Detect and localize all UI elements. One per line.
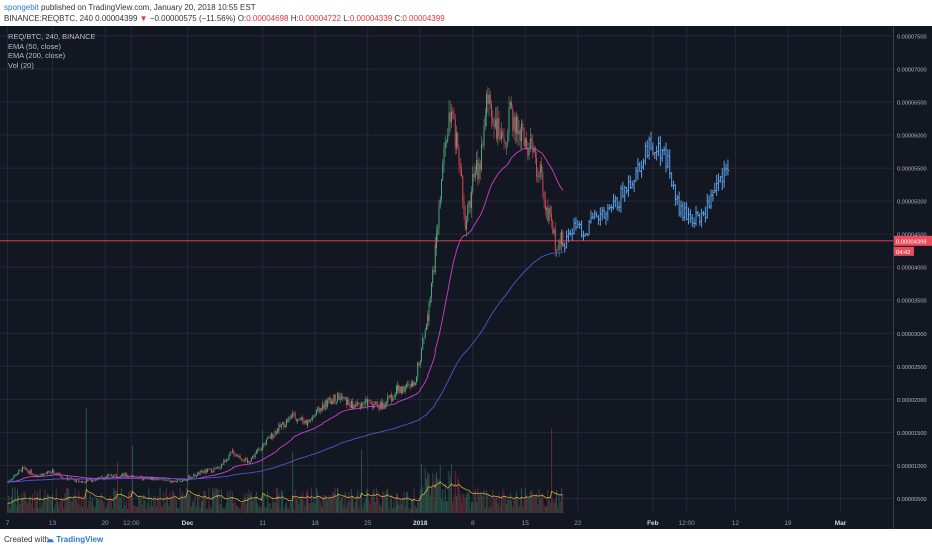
open-label: O: [237,14,247,23]
change-text: −0.00000575 (−11.56%) [149,14,236,23]
symbol-text: BINANCE:REQBTC, 240 [4,14,93,23]
price-axis[interactable] [893,26,932,529]
author-link[interactable]: spongebit [4,3,39,12]
cloud-icon: ☁ [46,535,54,544]
legend-ema50[interactable]: EMA (50, close) [8,41,61,51]
legend-vol[interactable]: Vol (20) [8,60,34,70]
close-value: 0.00004399 [402,14,445,23]
low-label: L: [343,14,350,23]
open-value: 0.00004698 [246,14,289,23]
publish-line: spongebit published on TradingView.com, … [4,3,256,12]
created-with-text: Created with [4,535,49,544]
close-label: C: [394,14,403,23]
published-text: published on TradingView.com, January 20… [40,3,256,12]
legend-symbol[interactable]: REQ/BTC, 240, BINANCE [8,32,96,41]
tradingview-logo[interactable]: ☁ TradingView [46,535,103,544]
indicator-legend: REQ/BTC, 240, BINANCE EMA (50, close) EM… [8,32,96,70]
high-label: H: [290,14,299,23]
brand-text: TradingView [56,535,104,544]
chart-header: spongebit published on TradingView.com, … [0,0,932,26]
high-value: 0.00004722 [298,14,341,23]
last-price-text: 0.00004399 [95,14,138,23]
footer: Created with ☁ TradingView [0,529,932,550]
ohlc-line: BINANCE:REQBTC, 240 0.00004399 ▼ −0.0000… [4,14,445,23]
legend-ema200[interactable]: EMA (200, close) [8,51,66,60]
chart-pane[interactable] [0,26,893,529]
down-arrow-icon: ▼ [139,14,148,23]
low-value: 0.00004339 [349,14,393,23]
